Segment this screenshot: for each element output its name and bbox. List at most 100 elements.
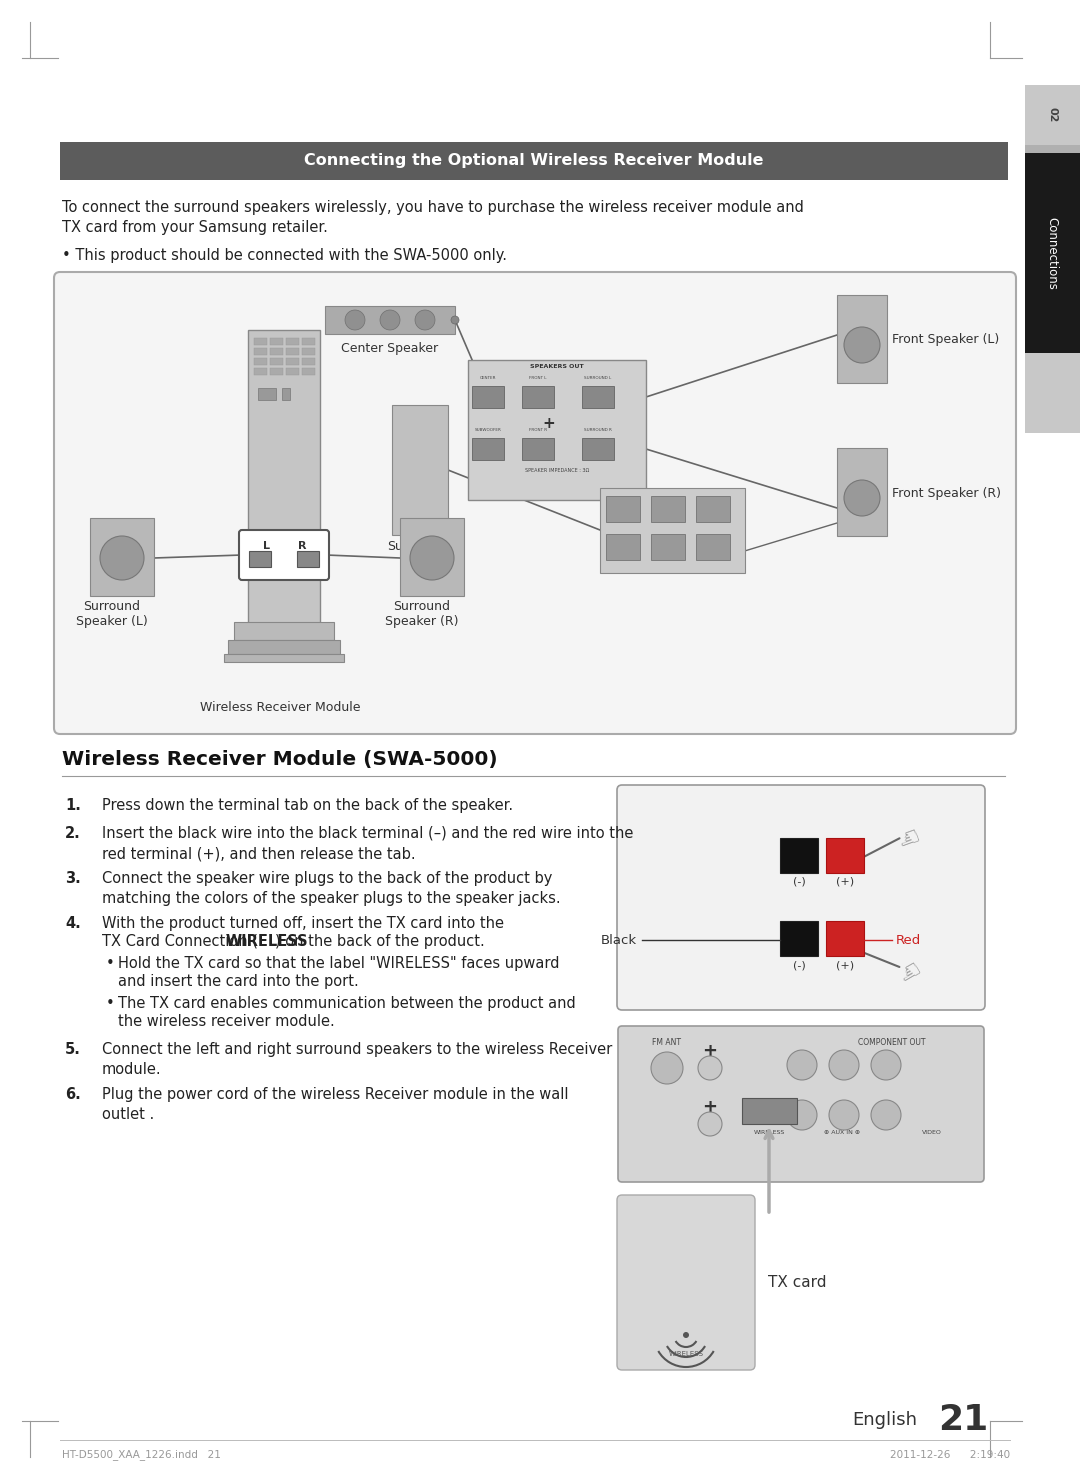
Text: (-): (-)	[793, 960, 806, 970]
Bar	[780, 921, 818, 955]
Circle shape	[410, 535, 454, 580]
Circle shape	[787, 1050, 816, 1080]
FancyBboxPatch shape	[54, 272, 1016, 734]
Bar	[325, 306, 455, 334]
Text: Subwoofer: Subwoofer	[387, 540, 454, 553]
Circle shape	[345, 311, 365, 330]
Bar	[270, 339, 283, 345]
Text: ) on the back of the product.: ) on the back of the product.	[275, 935, 485, 950]
Text: Front Speaker (L): Front Speaker (L)	[892, 333, 999, 346]
Text: the wireless receiver module.: the wireless receiver module.	[118, 1015, 335, 1029]
Bar	[286, 368, 299, 376]
Text: Connect the left and right surround speakers to the wireless Receiver
module.: Connect the left and right surround spea…	[102, 1043, 612, 1077]
Bar	[826, 839, 864, 873]
Bar	[286, 348, 299, 355]
Bar	[582, 438, 615, 460]
Bar	[1025, 145, 1080, 152]
Bar	[258, 387, 276, 399]
Circle shape	[870, 1100, 901, 1130]
Circle shape	[651, 1052, 683, 1084]
Circle shape	[698, 1112, 723, 1136]
Circle shape	[870, 1050, 901, 1080]
Circle shape	[683, 1333, 689, 1338]
Bar	[696, 495, 730, 522]
Text: TX card from your Samsung retailer.: TX card from your Samsung retailer.	[62, 220, 328, 235]
Bar	[254, 348, 267, 355]
Circle shape	[100, 535, 144, 580]
Bar	[228, 640, 340, 654]
Bar	[270, 348, 283, 355]
Text: Hold the TX card so that the label "WIRELESS" faces upward: Hold the TX card so that the label "WIRE…	[118, 955, 559, 972]
FancyBboxPatch shape	[617, 785, 985, 1010]
Text: Wireless Receiver Module (SWA-5000): Wireless Receiver Module (SWA-5000)	[62, 750, 498, 769]
Bar	[826, 921, 864, 955]
Text: (-): (-)	[793, 877, 806, 887]
Text: Connections: Connections	[1045, 216, 1058, 290]
Text: Connecting the Optional Wireless Receiver Module: Connecting the Optional Wireless Receive…	[305, 154, 764, 169]
Text: (+): (+)	[836, 960, 854, 970]
Bar	[234, 623, 334, 640]
Text: +: +	[702, 1043, 717, 1060]
Bar	[696, 534, 730, 561]
Bar	[60, 142, 1008, 180]
Bar	[837, 294, 887, 383]
Text: +: +	[542, 416, 555, 430]
Bar	[302, 368, 315, 376]
Bar	[472, 438, 504, 460]
Text: English: English	[852, 1411, 917, 1429]
Text: With the product turned off, insert the TX card into the: With the product turned off, insert the …	[102, 916, 504, 930]
Bar	[254, 358, 267, 365]
Text: SURROUND R: SURROUND R	[584, 427, 612, 432]
Text: FRONT L: FRONT L	[529, 376, 546, 380]
Text: Black: Black	[600, 933, 637, 947]
Circle shape	[829, 1100, 859, 1130]
Bar	[302, 348, 315, 355]
Bar	[248, 330, 320, 640]
Bar	[522, 386, 554, 408]
Bar	[651, 534, 685, 561]
Text: TX card: TX card	[768, 1275, 826, 1290]
Text: 02: 02	[1047, 108, 1057, 123]
Bar	[1025, 152, 1080, 353]
Bar	[270, 368, 283, 376]
Text: •: •	[106, 955, 114, 972]
Text: CENTER: CENTER	[480, 376, 496, 380]
Text: SUBWOOFER: SUBWOOFER	[474, 427, 501, 432]
Text: +: +	[702, 1097, 717, 1117]
Bar	[254, 339, 267, 345]
Text: HT-D5500_XAA_1226.indd   21: HT-D5500_XAA_1226.indd 21	[62, 1449, 221, 1460]
Text: VIDEO: VIDEO	[922, 1130, 942, 1134]
Bar	[468, 359, 646, 500]
Bar	[400, 518, 464, 596]
Text: 2.: 2.	[65, 825, 81, 842]
Text: Connect the speaker wire plugs to the back of the product by
matching the colors: Connect the speaker wire plugs to the ba…	[102, 871, 561, 907]
Text: Center Speaker: Center Speaker	[341, 342, 438, 355]
Text: Press down the terminal tab on the back of the speaker.: Press down the terminal tab on the back …	[102, 799, 513, 813]
Text: 2011-12-26      2:19:40: 2011-12-26 2:19:40	[890, 1449, 1010, 1460]
Text: (+): (+)	[836, 877, 854, 887]
Text: 1.: 1.	[65, 799, 81, 813]
Bar	[606, 534, 640, 561]
Circle shape	[698, 1056, 723, 1080]
Bar	[522, 438, 554, 460]
Bar	[742, 1097, 797, 1124]
Text: Insert the black wire into the black terminal (–) and the red wire into the
red : Insert the black wire into the black ter…	[102, 825, 633, 861]
Bar	[1025, 84, 1080, 145]
Bar	[1025, 353, 1080, 433]
Bar	[297, 552, 319, 566]
Bar	[270, 358, 283, 365]
Text: ☞: ☞	[889, 954, 920, 986]
Circle shape	[843, 327, 880, 362]
Text: • This product should be connected with the SWA-5000 only.: • This product should be connected with …	[62, 248, 507, 263]
Text: The TX card enables communication between the product and: The TX card enables communication betwee…	[118, 995, 576, 1012]
Circle shape	[415, 311, 435, 330]
Text: Red: Red	[896, 933, 921, 947]
Circle shape	[380, 311, 400, 330]
Text: 4.: 4.	[65, 916, 81, 930]
Text: SPEAKER IMPEDANCE : 3Ω: SPEAKER IMPEDANCE : 3Ω	[525, 467, 589, 473]
Text: WIRELESS: WIRELESS	[754, 1130, 785, 1134]
Bar	[254, 368, 267, 376]
Text: Plug the power cord of the wireless Receiver module in the wall
outlet .: Plug the power cord of the wireless Rece…	[102, 1087, 568, 1123]
Text: SURROUND L: SURROUND L	[584, 376, 611, 380]
FancyBboxPatch shape	[618, 1026, 984, 1182]
